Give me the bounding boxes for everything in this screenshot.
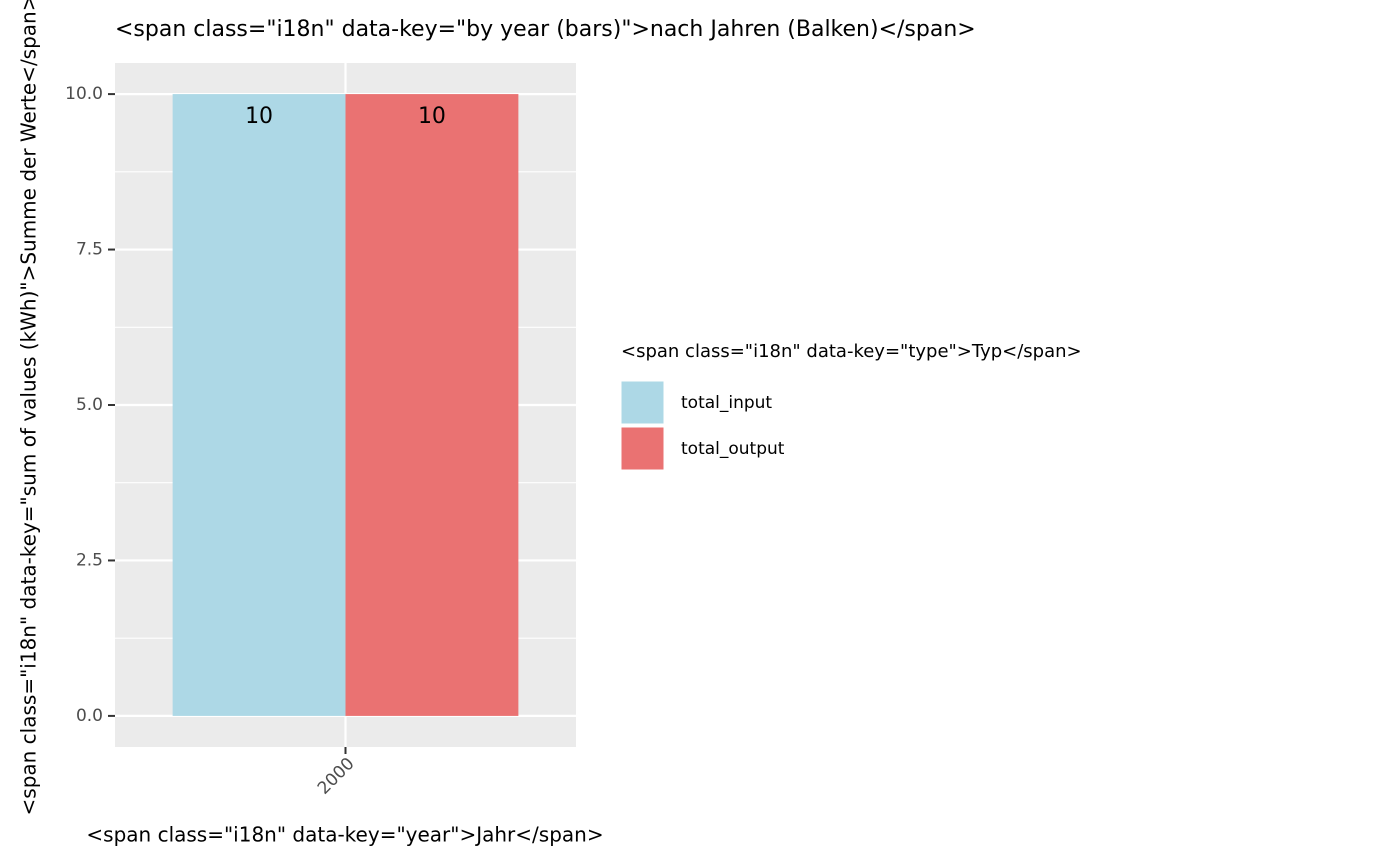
value-label: 10 — [418, 104, 446, 129]
x-axis-label: <span class="i18n" data-key="year">Jahr<… — [86, 823, 603, 847]
legend-key — [620, 380, 665, 425]
bar — [345, 94, 519, 716]
value-label: 10 — [245, 104, 273, 129]
legend-title: <span class="i18n" data-key="type">Typ</… — [621, 341, 1082, 362]
legend-label: total_input — [681, 393, 772, 413]
chart-title: <span class="i18n" data-key="by year (ba… — [115, 17, 976, 42]
x-tick-label: 2000 — [314, 754, 359, 799]
legend-label: total_output — [681, 439, 785, 459]
bar — [172, 94, 346, 716]
y-tick-label: 0.0 — [76, 706, 103, 726]
y-tick-label: 7.5 — [76, 240, 103, 260]
y-tick-label: 10.0 — [65, 84, 103, 104]
y-axis-label: <span class="i18n" data-key="sum of valu… — [17, 0, 41, 815]
y-tick-label: 2.5 — [76, 550, 103, 570]
y-tick-label: 5.0 — [76, 395, 103, 415]
legend-key — [620, 426, 665, 471]
